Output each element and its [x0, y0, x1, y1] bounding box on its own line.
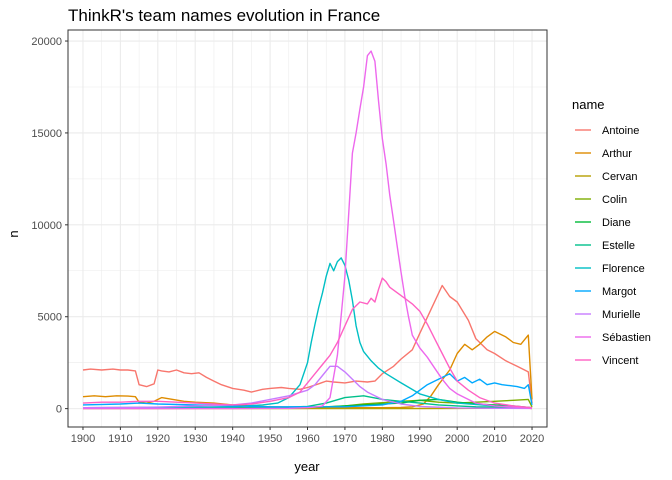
x-tick-label: 2020	[520, 433, 544, 445]
grid-major	[68, 30, 547, 427]
legend-label: Colin	[602, 194, 627, 206]
legend-item-florence: Florence	[575, 263, 645, 275]
legend-label: Sébastien	[602, 332, 651, 344]
series-line-vincent	[82, 277, 533, 409]
legend-item-antoine: Antoine	[575, 125, 639, 137]
legend-item-margot: Margot	[575, 286, 636, 298]
legend-label: Arthur	[602, 148, 632, 160]
series-line-sébastien	[83, 50, 533, 410]
x-tick-label: 1970	[333, 433, 357, 445]
y-tick-label: 5000	[38, 312, 62, 324]
legend-label: Margot	[602, 286, 636, 298]
y-axis-title: n	[6, 230, 21, 237]
x-axis-ticks: 1900 1910 1920 1930 1940 1950 1960 1970 1980 1990…	[71, 427, 544, 445]
legend-item-cervan: Cervan	[575, 171, 637, 183]
legend-item-vincent: Vincent	[575, 355, 639, 367]
legend-label: Estelle	[602, 240, 635, 252]
legend-label: Florence	[602, 263, 645, 275]
legend-item-arthur: Arthur	[575, 148, 632, 160]
series-line-arthur	[82, 330, 533, 409]
legend-label: Cervan	[602, 171, 637, 183]
legend-label: Antoine	[602, 125, 639, 137]
legend-item-sébastien: Sébastien	[575, 332, 651, 344]
x-tick-label: 1980	[370, 433, 394, 445]
legend-label: Murielle	[602, 309, 641, 321]
series-line-murielle	[82, 365, 533, 410]
y-tick-label: 20000	[31, 36, 62, 48]
x-axis-title: year	[294, 459, 320, 474]
x-tick-label: 1990	[408, 433, 432, 445]
x-tick-label: 1920	[146, 433, 170, 445]
legend-label: Diane	[602, 217, 631, 229]
series-line-antoine	[82, 284, 533, 404]
x-tick-label: 1950	[258, 433, 282, 445]
chart-title: ThinkR's team names evolution in France	[68, 6, 380, 25]
legend-label: Vincent	[602, 355, 639, 367]
x-tick-label: 2010	[482, 433, 506, 445]
x-tick-label: 2000	[445, 433, 469, 445]
y-axis-ticks: 0 5000 10000 15000 20000	[31, 36, 68, 416]
x-tick-label: 1910	[108, 433, 132, 445]
legend-item-murielle: Murielle	[575, 309, 641, 321]
legend-item-colin: Colin	[575, 194, 627, 206]
y-tick-label: 15000	[31, 128, 62, 140]
series-lines	[82, 50, 533, 410]
legend-item-diane: Diane	[575, 217, 631, 229]
x-tick-label: 1930	[183, 433, 207, 445]
y-tick-label: 0	[56, 404, 62, 416]
x-tick-label: 1940	[220, 433, 244, 445]
y-tick-label: 10000	[31, 220, 62, 232]
legend-title: name	[572, 97, 605, 112]
x-tick-label: 1900	[71, 433, 95, 445]
legend: Antoine Arthur Cervan Colin Diane Estelle Flor…	[575, 125, 651, 367]
x-tick-label: 1960	[295, 433, 319, 445]
legend-item-estelle: Estelle	[575, 240, 635, 252]
